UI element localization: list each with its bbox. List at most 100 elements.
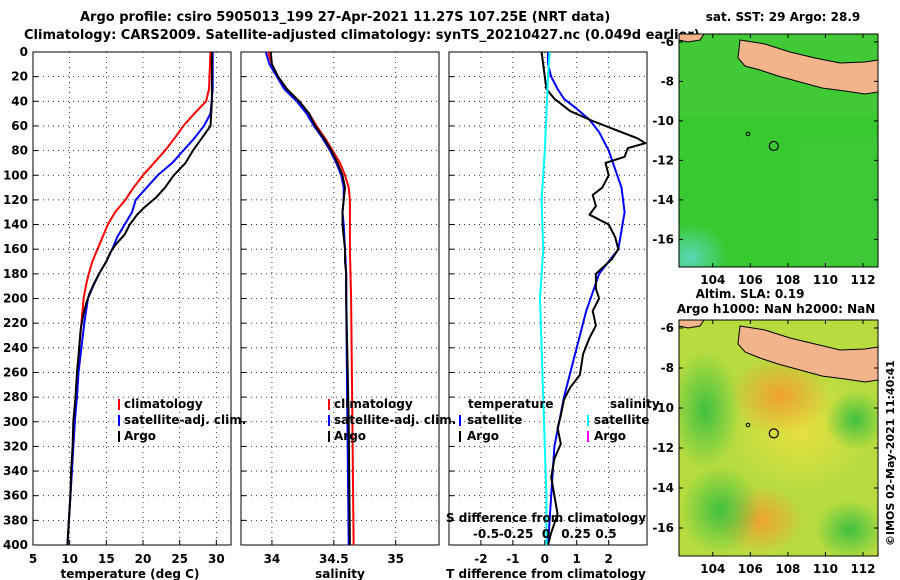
difference-series-s-satellite <box>539 52 551 545</box>
temperature-xtick-label: 20 <box>135 552 152 566</box>
sst-map-title: sat. SST: 29 Argo: 28.9 <box>706 10 860 24</box>
tick-layer: 5 10 15 20 25 30 34 34.5 35 -2 -1 0 1 202040608010012… <box>3 45 617 566</box>
figure-title-line2: Climatology: CARS2009. Satellite-adjuste… <box>24 28 700 43</box>
sst_map-ytick-label: -10 <box>652 114 674 128</box>
sst_map-xtick-label: 112 <box>850 273 875 287</box>
depth-tick-label: 320 <box>3 439 28 453</box>
temperature-xtick-label: 5 <box>29 552 37 566</box>
sla-island <box>745 422 751 428</box>
s-difference-tick-label: 0.25 <box>561 527 591 541</box>
salinity-panel <box>240 51 440 546</box>
sst_map-xtick-label: 108 <box>775 273 800 287</box>
legend-label-climatology: climatology <box>124 397 203 411</box>
difference-xtick-label: -1 <box>506 552 519 566</box>
depth-tick-label: 220 <box>3 316 28 330</box>
legend-label-s-argo: Argo <box>594 429 626 443</box>
sst-island <box>745 131 751 137</box>
depth-tick-label: 80 <box>11 144 28 158</box>
temperature-series-argo <box>66 52 213 545</box>
depth-tick-label: 240 <box>3 341 28 355</box>
sla-argo-marker <box>768 428 779 439</box>
series-layer <box>66 52 647 545</box>
depth-tick-label: 120 <box>3 193 28 207</box>
depth-tick-label: 360 <box>3 489 28 503</box>
imos-credit: ©IMOS 02-May-2021 11:40:41 <box>884 360 897 546</box>
difference-panel <box>448 51 648 546</box>
depth-tick-label: 40 <box>11 94 28 108</box>
legend-label-satellite-adj: satellite-adj. clim. <box>124 413 246 427</box>
sst_map-xtick-label: 104 <box>700 273 725 287</box>
grid-layer <box>33 52 647 545</box>
sst-sumatra-landmass <box>679 34 705 43</box>
legend-salinity-title: salinity <box>610 397 660 411</box>
depth-tick-label: 180 <box>3 267 28 281</box>
depth-tick-label: 60 <box>11 119 28 133</box>
s-difference-tick-label: 0.5 <box>595 527 616 541</box>
sst-map <box>679 34 878 267</box>
legend-label-argo: Argo <box>124 429 156 443</box>
temperature-series-group <box>66 52 214 545</box>
depth-tick-label: 280 <box>3 390 28 404</box>
sst_map-ytick-label: -12 <box>652 153 674 167</box>
sst_map-ytick-label: -14 <box>652 193 674 207</box>
sla-orange-region-north <box>730 355 830 435</box>
sla-map-frame <box>678 319 879 557</box>
sst-map-ticks: 104 106 108 110 112 -6 -8 -10 -12 -14 -16 <box>652 34 878 287</box>
sla_map-ytick-label: -6 <box>661 321 674 335</box>
depth-tick-label: 300 <box>3 415 28 429</box>
salinity-xlabel: salinity <box>315 567 365 580</box>
sla_map-xtick-label: 110 <box>813 562 838 576</box>
temperature-xlabel: temperature (deg C) <box>61 567 200 580</box>
sla_map-ytick-label: -8 <box>661 361 674 375</box>
sla-java-landmass <box>737 325 878 383</box>
sst_map-ytick-label: -6 <box>661 35 674 49</box>
legend-label-t-satellite: satellite <box>467 413 522 427</box>
depth-tick-label: 340 <box>3 464 28 478</box>
legend-label-s-satellite: satellite <box>594 413 649 427</box>
depth-tick-label: 160 <box>3 242 28 256</box>
sst_map-xtick-label: 106 <box>738 273 763 287</box>
sst-ocean-east <box>800 140 878 267</box>
sla-green-region-west <box>679 350 740 470</box>
legend-label-t-argo: Argo <box>467 429 499 443</box>
sla-sumatra-landmass <box>679 320 705 329</box>
sst-cool-patch <box>679 170 789 267</box>
difference-xtick-label: 2 <box>604 552 612 566</box>
depth-tick-label: 260 <box>3 365 28 379</box>
s-difference-tick-label: -0.5 <box>473 527 499 541</box>
sla-green-region-east <box>825 390 878 450</box>
legend-label-satellite-adj: satellite-adj. clim. <box>334 413 456 427</box>
depth-tick-label: 400 <box>3 538 28 552</box>
sst-java-landmass <box>737 39 878 95</box>
salinity-xtick-label: 34 <box>264 552 281 566</box>
sst_map-ytick-label: -8 <box>661 74 674 88</box>
difference-legend: temperature salinity satellite Argo sate… <box>459 397 660 443</box>
salinity-series-argo <box>269 52 351 545</box>
s-difference-tick-label: -0.25 <box>499 527 534 541</box>
difference-series-group <box>539 52 647 545</box>
sla-map-title-line1: Altim. SLA: 0.19 <box>696 287 805 301</box>
sst-map-frame <box>678 33 879 268</box>
temperature-panel <box>32 51 232 546</box>
difference-xtick-label: 1 <box>573 552 581 566</box>
sla_map-ytick-label: -12 <box>652 441 674 455</box>
sla_map-ytick-label: -14 <box>652 481 674 495</box>
depth-tick-label: 0 <box>20 45 28 59</box>
difference-xlabel: T difference from climatology <box>446 567 646 580</box>
sla_map-ytick-label: -16 <box>652 521 674 535</box>
sst_map-xtick-label: 110 <box>813 273 838 287</box>
temperature-xtick-label: 10 <box>61 552 78 566</box>
legend-label-argo: Argo <box>334 429 366 443</box>
legend-label-climatology: climatology <box>334 397 413 411</box>
depth-tick-label: 20 <box>11 70 28 84</box>
sla-map-title-line2: Argo h1000: NaN h2000: NaN <box>677 302 876 316</box>
s-difference-tick-label: 0 <box>542 527 550 541</box>
depth-tick-label: 140 <box>3 218 28 232</box>
sst_map-ytick-label: -16 <box>652 232 674 246</box>
difference-series-t-argo <box>540 52 647 545</box>
salinity-legend: climatology satellite-adj. clim. Argo <box>328 397 456 443</box>
sla_map-ytick-label: -10 <box>652 401 674 415</box>
temperature-legend: climatology satellite-adj. clim. Argo <box>118 397 246 443</box>
salinity-xtick-label: 35 <box>387 552 404 566</box>
